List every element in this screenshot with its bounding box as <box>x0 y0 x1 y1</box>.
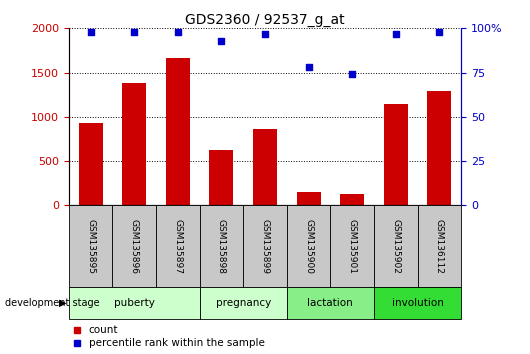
Bar <box>122 83 146 205</box>
Bar <box>287 287 374 319</box>
Bar <box>340 194 364 205</box>
Point <box>174 29 182 35</box>
Point <box>304 64 313 70</box>
Bar <box>243 205 287 287</box>
Text: count: count <box>89 325 118 335</box>
Point <box>392 31 400 36</box>
Text: lactation: lactation <box>307 298 353 308</box>
Text: percentile rank within the sample: percentile rank within the sample <box>89 338 264 348</box>
Text: GSM135895: GSM135895 <box>86 218 95 274</box>
Text: puberty: puberty <box>114 298 155 308</box>
Bar <box>200 205 243 287</box>
Text: GSM135897: GSM135897 <box>173 218 182 274</box>
Point <box>435 29 444 35</box>
Bar <box>209 149 233 205</box>
Point <box>86 29 95 35</box>
Bar <box>112 205 156 287</box>
Bar <box>69 287 200 319</box>
Bar <box>287 205 330 287</box>
Point <box>130 29 138 35</box>
Bar <box>156 205 200 287</box>
Text: pregnancy: pregnancy <box>216 298 271 308</box>
Text: GSM136112: GSM136112 <box>435 218 444 274</box>
Text: involution: involution <box>392 298 444 308</box>
Bar <box>330 205 374 287</box>
Point <box>348 72 356 77</box>
Bar <box>79 123 103 205</box>
Bar <box>166 58 190 205</box>
Bar <box>200 287 287 319</box>
Bar <box>69 205 112 287</box>
Text: GSM135896: GSM135896 <box>130 218 139 274</box>
Bar <box>297 193 321 205</box>
Bar <box>374 287 461 319</box>
Text: GSM135901: GSM135901 <box>348 218 357 274</box>
Text: ▶: ▶ <box>59 298 67 308</box>
Point <box>261 31 269 36</box>
Title: GDS2360 / 92537_g_at: GDS2360 / 92537_g_at <box>185 13 345 27</box>
Bar <box>253 129 277 205</box>
Bar <box>427 91 452 205</box>
Bar <box>374 205 418 287</box>
Text: GSM135902: GSM135902 <box>391 218 400 274</box>
Text: GSM135900: GSM135900 <box>304 218 313 274</box>
Text: development stage: development stage <box>5 298 100 308</box>
Bar <box>418 205 461 287</box>
Text: GSM135899: GSM135899 <box>261 218 269 274</box>
Point <box>217 38 226 44</box>
Text: GSM135898: GSM135898 <box>217 218 226 274</box>
Bar <box>384 104 408 205</box>
